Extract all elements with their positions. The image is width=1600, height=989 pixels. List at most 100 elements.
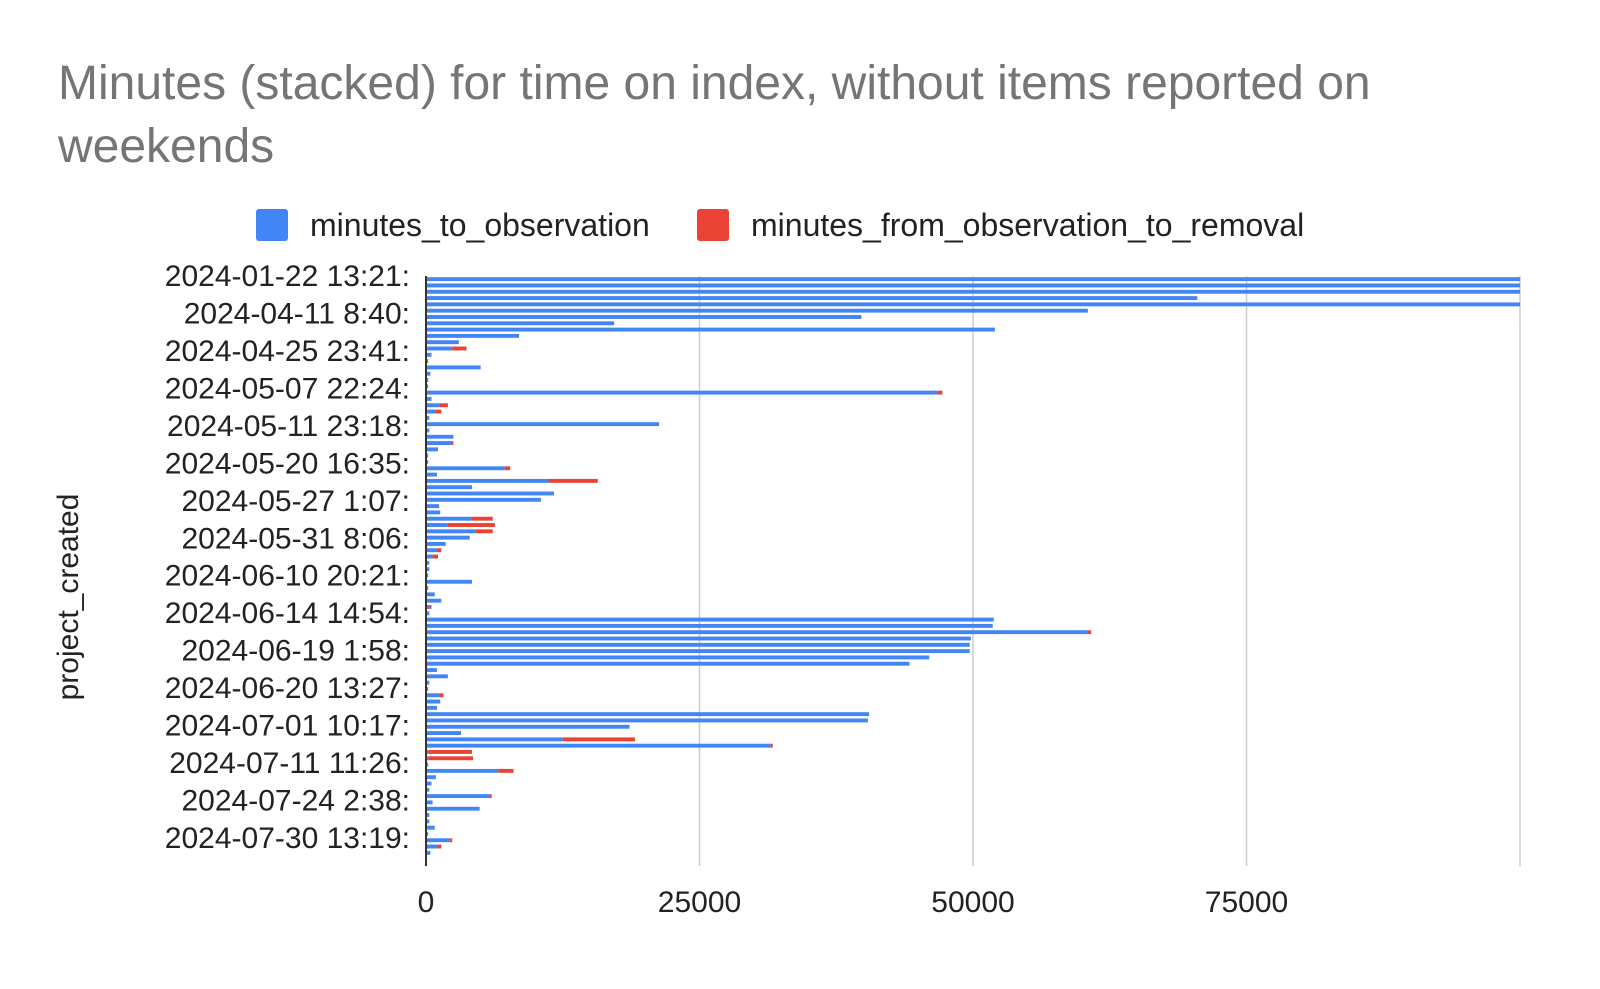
bar-minutes-to-observation [426, 403, 440, 408]
bar-minutes-to-observation [426, 472, 437, 477]
bar-minutes-to-observation [426, 756, 429, 761]
bar-minutes-from-observation-to-removal [937, 390, 943, 395]
y-tick-label: 2024-07-01 10:17: [165, 710, 410, 743]
bar-minutes-to-observation [426, 409, 436, 414]
y-tick-label: 2024-01-22 13:21: [165, 260, 410, 293]
bar-minutes-to-observation [426, 548, 437, 553]
legend-item-minutes-to-observation[interactable]: minutes_to_observation [256, 207, 650, 243]
bar-minutes-to-observation [426, 529, 476, 534]
x-tick-label: 50000 [931, 886, 1014, 919]
bar-minutes-to-observation [426, 617, 994, 622]
bar-minutes-to-observation [426, 497, 541, 502]
bar-minutes-to-observation [426, 289, 1520, 294]
x-tick-label: 0 [418, 886, 435, 919]
bar-minutes-to-observation [426, 768, 499, 773]
bar-minutes-to-observation [426, 491, 554, 496]
bar-minutes-to-observation [426, 485, 472, 490]
chart-title: Minutes (stacked) for time on index, wit… [58, 57, 1371, 173]
bar-minutes-to-observation [426, 333, 519, 338]
bar-minutes-to-observation [426, 535, 470, 540]
bar-minutes-to-observation [426, 642, 970, 647]
legend-item-minutes-from-observation-to-removal[interactable]: minutes_from_observation_to_removal [697, 207, 1304, 243]
bar-minutes-to-observation [426, 605, 430, 609]
bar-minutes-to-observation [426, 705, 437, 710]
bar-minutes-to-observation [426, 510, 441, 515]
bar-minutes-to-observation [426, 346, 453, 351]
chart-legend: minutes_to_observation minutes_from_obse… [0, 207, 1600, 243]
bar-minutes-to-observation [426, 554, 433, 559]
y-tick-label: 2024-07-30 13:19: [165, 822, 410, 855]
bar-minutes-to-observation [426, 693, 440, 698]
bar-minutes-from-observation-to-removal [504, 466, 511, 471]
bar-minutes-to-observation [426, 825, 435, 830]
bar-minutes-to-observation [426, 623, 993, 628]
bar-minutes-to-observation [426, 541, 446, 546]
bar-minutes-to-observation [426, 460, 429, 464]
bar-minutes-from-observation-to-removal [432, 554, 439, 559]
bar-minutes-to-observation [426, 422, 660, 427]
bar-minutes-to-observation [426, 453, 429, 458]
bar-minutes-from-observation-to-removal [498, 768, 514, 773]
bar-minutes-from-observation-to-removal [450, 838, 453, 843]
y-tick-label: 2024-07-11 11:26: [169, 747, 410, 780]
bar-minutes-from-observation-to-removal [475, 529, 493, 534]
bar-minutes-to-observation [426, 819, 430, 824]
legend-label-minutes-from-observation-to-removal: minutes_from_observation_to_removal [751, 206, 1305, 243]
bar-minutes-to-observation [426, 831, 429, 836]
bar-minutes-to-observation [426, 321, 615, 326]
bar-minutes-from-observation-to-removal [428, 756, 474, 761]
bar-minutes-to-observation [426, 466, 505, 471]
bar-minutes-to-observation [426, 384, 429, 389]
bar-minutes-to-observation [426, 428, 430, 433]
y-tick-label: 2024-04-11 8:40: [184, 297, 410, 330]
bar-minutes-from-observation-to-removal [428, 750, 472, 754]
bar-minutes-to-observation [426, 674, 448, 679]
bar-minutes-to-observation [426, 308, 1088, 313]
bar-minutes-to-observation [426, 699, 441, 704]
bar-minutes-to-observation [426, 712, 870, 717]
y-tick-label: 2024-05-07 22:24: [165, 372, 410, 405]
bar-minutes-to-observation [426, 586, 429, 591]
bar-minutes-to-observation [426, 283, 1520, 288]
bar-minutes-to-observation [426, 340, 459, 345]
y-tick-label: 2024-07-24 2:38: [181, 785, 410, 818]
bar-minutes-to-observation [426, 327, 995, 332]
y-tick-label: 2024-06-20 13:27: [165, 672, 410, 705]
bar-minutes-to-observation [426, 838, 451, 843]
bar-minutes-to-observation [426, 447, 439, 452]
bar-minutes-to-observation [426, 737, 563, 742]
bar-minutes-to-observation [426, 655, 930, 660]
bar-minutes-from-observation-to-removal [562, 737, 635, 742]
bar-minutes-to-observation [426, 352, 432, 357]
bar-minutes-to-observation [426, 504, 440, 509]
bar-minutes-to-observation [426, 718, 868, 723]
bar-minutes-to-observation [426, 567, 430, 572]
bar-minutes-from-observation-to-removal [435, 409, 442, 414]
bar-minutes-to-observation [426, 315, 862, 319]
bar-minutes-to-observation [426, 787, 430, 792]
bar-minutes-to-observation [426, 396, 432, 401]
bar-minutes-from-observation-to-removal [770, 743, 773, 748]
bar-minutes-from-observation-to-removal [436, 844, 442, 849]
bar-minutes-from-observation-to-removal [1087, 630, 1092, 635]
legend-swatch-red [697, 209, 729, 241]
bar-minutes-to-observation [426, 686, 429, 691]
bar-minutes-to-observation [426, 598, 442, 603]
bar-minutes-to-observation [426, 844, 437, 849]
bar-minutes-to-observation [426, 668, 437, 672]
bar-minutes-to-observation [426, 611, 430, 616]
bar-minutes-to-observation [426, 296, 1198, 301]
y-tick-label: 2024-06-10 20:21: [165, 560, 410, 593]
bar-minutes-to-observation [426, 592, 435, 597]
bar-minutes-to-observation [426, 523, 448, 527]
bar-minutes-from-observation-to-removal [436, 548, 442, 553]
x-tick-label: 75000 [1205, 886, 1288, 919]
bar-minutes-from-observation-to-removal [452, 346, 467, 351]
bar-minutes-to-observation [426, 636, 971, 641]
bar-minutes-to-observation [426, 365, 481, 370]
bar-minutes-to-observation [426, 302, 1520, 307]
bar-minutes-from-observation-to-removal [429, 605, 432, 609]
bar-minutes-to-observation [426, 800, 433, 805]
